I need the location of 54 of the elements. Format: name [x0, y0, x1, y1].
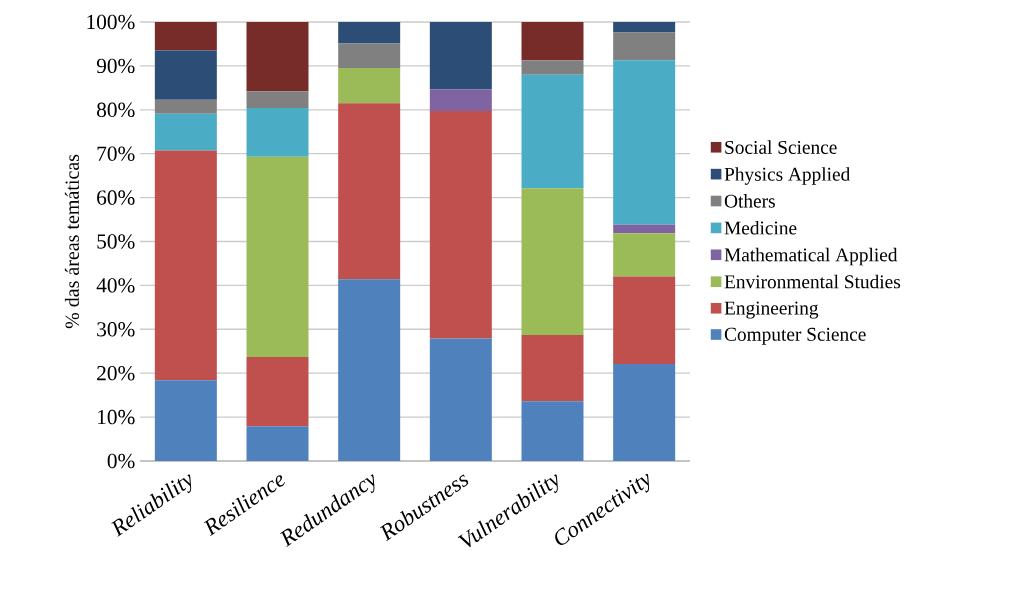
bar [246, 21, 309, 92]
bar [613, 233, 676, 277]
legend-label: Others [724, 194, 775, 208]
legend-label: Medicine [724, 220, 797, 235]
bar [613, 363, 676, 461]
y-tick-label: 50% [97, 234, 135, 249]
bar [154, 50, 217, 100]
bar [521, 21, 584, 61]
legend-label: Computer Science [724, 327, 866, 345]
bar [246, 108, 309, 157]
y-tick-label: 70% [97, 146, 135, 161]
bar [613, 60, 676, 225]
bar [154, 380, 217, 461]
bar [521, 74, 584, 189]
legend-label: Environmental Studies [724, 274, 901, 289]
y-axis-title: % das áreas temáticas [64, 154, 80, 329]
bar [246, 356, 309, 427]
bar [613, 32, 676, 61]
y-tick-label: 90% [96, 58, 135, 74]
bar [338, 103, 401, 280]
y-tick-label: 10% [98, 409, 135, 425]
bar [154, 99, 217, 114]
bar [338, 68, 401, 104]
legend-label: Mathematical Applied [724, 247, 898, 266]
legend-label: Social Science [725, 140, 837, 154]
bar [154, 21, 217, 51]
bar [154, 150, 217, 381]
bar [338, 21, 401, 44]
bar [521, 335, 584, 402]
y-tick-label: 100% [87, 14, 135, 30]
bar [429, 111, 492, 339]
y-tick-label: 20% [97, 365, 135, 381]
bar [246, 91, 309, 109]
y-tick-label: 80% [97, 102, 135, 118]
legend-label: Physics Applied [724, 167, 851, 185]
bar [521, 401, 584, 461]
y-tick-label: 60% [97, 190, 135, 205]
bar [338, 279, 401, 461]
bar [246, 426, 309, 461]
bar [429, 21, 492, 90]
bar [521, 188, 584, 335]
bar [429, 338, 492, 461]
bar [246, 156, 309, 357]
bar [338, 43, 401, 69]
bar [613, 21, 676, 33]
bar [154, 113, 217, 151]
y-tick-label: 0% [107, 453, 135, 469]
bar [613, 224, 676, 234]
bar [613, 276, 676, 364]
legend-label: Engineering [724, 301, 819, 319]
y-tick-label: 40% [96, 278, 135, 293]
y-tick-label: 30% [97, 322, 135, 337]
bar [521, 60, 584, 75]
bar [429, 89, 492, 112]
